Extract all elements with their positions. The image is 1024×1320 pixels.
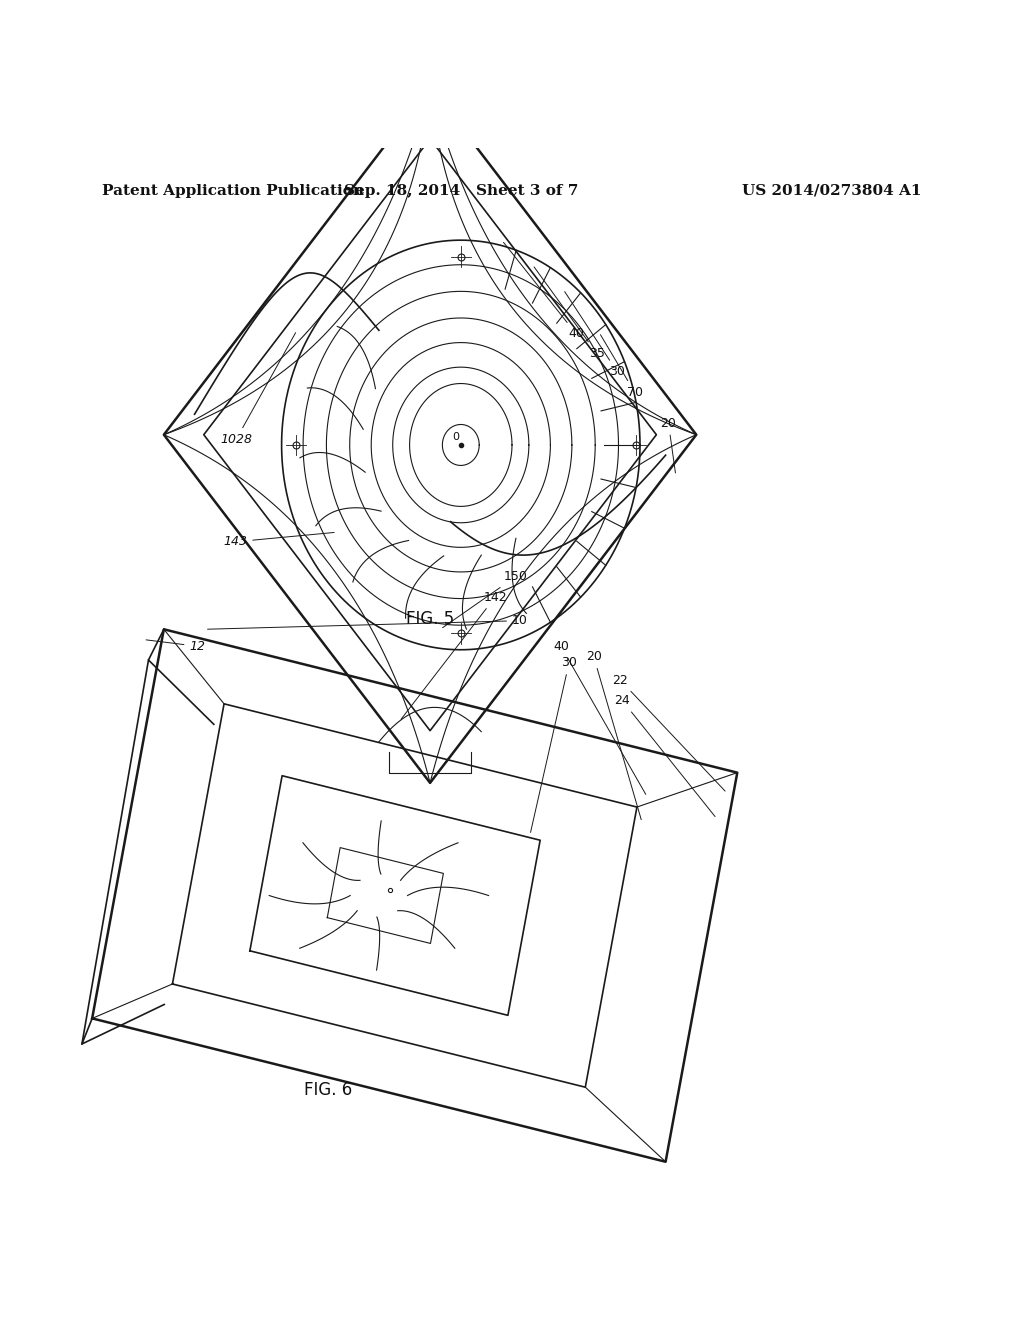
Text: 22: 22: [612, 673, 725, 791]
Text: 30: 30: [564, 292, 626, 379]
Text: 142: 142: [401, 590, 507, 719]
Text: FIG. 6: FIG. 6: [303, 1081, 352, 1100]
Text: 30: 30: [530, 656, 578, 833]
Text: 70: 70: [600, 335, 643, 399]
Text: 10: 10: [208, 614, 528, 630]
Text: Patent Application Publication: Patent Application Publication: [102, 183, 365, 198]
Text: 12: 12: [146, 640, 206, 653]
Text: 20: 20: [586, 649, 641, 820]
Text: 0: 0: [453, 432, 459, 442]
Text: Sep. 18, 2014   Sheet 3 of 7: Sep. 18, 2014 Sheet 3 of 7: [344, 183, 578, 198]
Text: 40: 40: [504, 243, 585, 341]
Text: 35: 35: [535, 267, 605, 360]
Text: US 2014/0273804 A1: US 2014/0273804 A1: [742, 183, 922, 198]
Text: FIG. 5: FIG. 5: [406, 610, 455, 628]
Text: 143: 143: [223, 532, 334, 548]
Text: 24: 24: [614, 694, 715, 817]
Text: 150: 150: [442, 570, 527, 628]
Text: 40: 40: [553, 640, 646, 795]
Text: 20: 20: [660, 417, 677, 473]
Text: 1028: 1028: [220, 333, 296, 446]
